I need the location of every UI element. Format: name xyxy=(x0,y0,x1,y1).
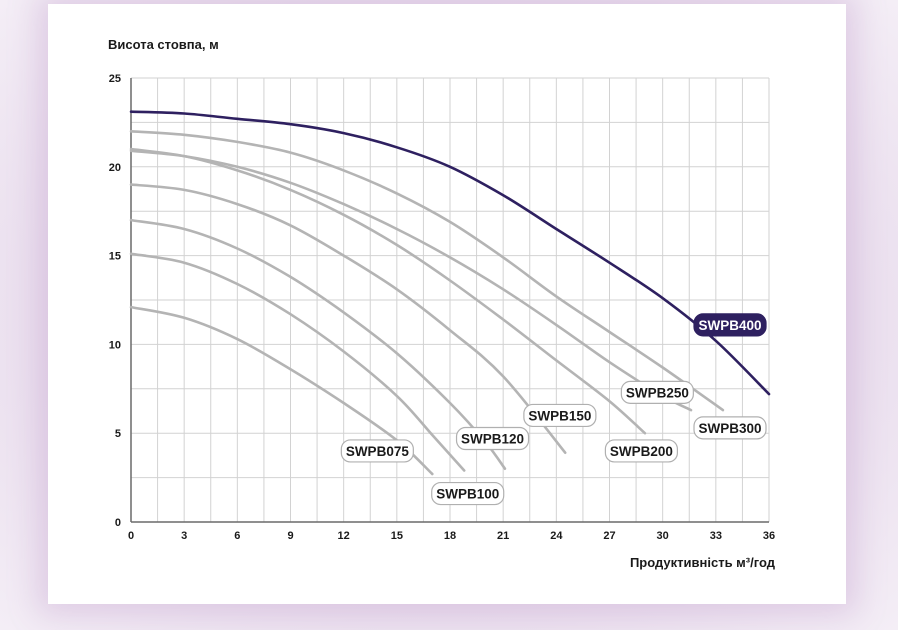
series-line-swpb250 xyxy=(129,149,693,412)
x-axis-title: Продуктивність м³/год xyxy=(630,555,776,570)
series-label-text: SWPB300 xyxy=(698,421,761,436)
y-tick-label: 5 xyxy=(115,428,121,440)
series-label-box xyxy=(620,380,694,404)
y-tick-label: 10 xyxy=(109,339,121,351)
series-label-box xyxy=(604,439,679,463)
x-tick-label: 6 xyxy=(234,530,240,542)
series-lines xyxy=(129,110,771,476)
x-tick-label: 0 xyxy=(128,530,134,542)
series-label-swpb100: SWPB100 xyxy=(431,481,505,506)
x-tick-label: 12 xyxy=(338,530,350,542)
x-tick-label: 27 xyxy=(603,530,615,542)
series-label-text: SWPB120 xyxy=(461,432,524,447)
x-tick-label: 18 xyxy=(444,530,456,542)
series-label-box xyxy=(693,313,767,337)
x-tick-label: 3 xyxy=(181,530,187,542)
series-label-text: SWPB400 xyxy=(698,318,761,333)
series-label-swpb075: SWPB075 xyxy=(340,439,414,463)
series-line-swpb150 xyxy=(129,183,567,454)
x-tick-label: 36 xyxy=(763,530,775,542)
series-label-swpb400: SWPB400 xyxy=(693,313,767,337)
y-axis-title: Висота стовпа, м xyxy=(108,37,219,52)
series-label-box xyxy=(693,416,767,440)
x-tick-label: 9 xyxy=(287,530,293,542)
chart-panel: 0 3 6 9 12 15 18 21 24 27 30 33 36 0 5 10 15 20 25 SWPB075… xyxy=(48,4,846,604)
x-tick-label: 30 xyxy=(657,530,669,542)
x-tick-label: 24 xyxy=(550,530,563,542)
series-line-swpb200 xyxy=(129,147,647,435)
y-tick-label: 20 xyxy=(109,162,121,174)
y-tick-label: 15 xyxy=(109,251,121,263)
series-label-box xyxy=(431,481,505,506)
y-tick-label: 25 xyxy=(109,73,121,85)
x-tick-label: 33 xyxy=(710,530,722,542)
series-label-swpb250: SWPB250 xyxy=(620,380,694,404)
series-line-swpb400 xyxy=(129,110,771,396)
series-label-text: SWPB100 xyxy=(436,487,499,502)
series-line-swpb100 xyxy=(129,252,466,472)
series-label-text: SWPB200 xyxy=(610,444,673,459)
series-label-box xyxy=(340,439,414,463)
series-label-swpb200: SWPB200 xyxy=(604,439,679,463)
series-label-box xyxy=(523,403,597,428)
series-label-text: SWPB150 xyxy=(528,408,591,423)
series-label-text: SWPB250 xyxy=(626,385,689,400)
y-tick-label: 0 xyxy=(115,517,121,529)
x-tick-label: 15 xyxy=(391,530,403,542)
x-tick-label: 21 xyxy=(497,530,509,542)
series-label-swpb120: SWPB120 xyxy=(455,426,530,451)
series-labels: SWPB075 SWPB100 SWPB120 SWPB150 SWPB200 SWPB2… xyxy=(340,313,767,506)
series-label-box xyxy=(455,426,530,451)
series-label-swpb300: SWPB300 xyxy=(693,416,767,440)
series-label-swpb150: SWPB150 xyxy=(523,403,597,428)
series-label-text: SWPB075 xyxy=(346,444,410,459)
series-line-swpb300 xyxy=(129,130,725,412)
